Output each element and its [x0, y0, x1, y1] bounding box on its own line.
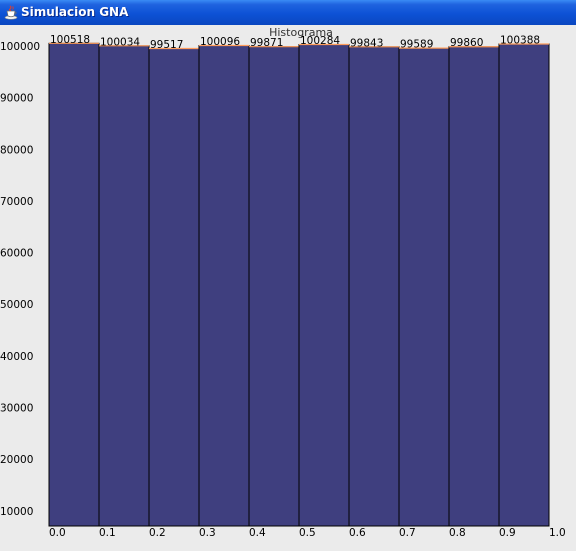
histogram-bar: [348, 46, 400, 527]
java-cup-icon: [4, 5, 18, 20]
x-tick-label: 0.2: [149, 527, 166, 539]
bar-value-label: 99517: [150, 39, 183, 51]
histogram-bar: [48, 42, 100, 527]
bar-value-label: 99843: [350, 37, 383, 49]
bar-value-label: 100034: [100, 36, 140, 48]
histogram-bar: [248, 46, 300, 527]
bar-value-label: 100284: [300, 35, 340, 47]
histogram-bar: [198, 45, 250, 527]
histogram-bar: [498, 43, 550, 527]
histogram-bar: [298, 44, 350, 527]
histogram-bar: [448, 46, 500, 527]
histogram-chart: Histograma 100518 100034 99517 100096 99871 1…: [0, 26, 566, 539]
window-titlebar[interactable]: Simulacion GNA: [0, 0, 576, 25]
x-tick-label: 0.0: [49, 527, 66, 539]
x-tick-label: 1.0: [549, 527, 566, 539]
y-tick-label: 20000: [0, 454, 33, 466]
x-tick-label: 0.4: [249, 527, 266, 539]
y-tick-label: 50000: [0, 299, 33, 311]
y-tick-label: 70000: [0, 196, 33, 208]
chart-title: Histograma: [269, 26, 333, 39]
y-tick-label: 100000: [0, 41, 40, 53]
y-tick-label: 60000: [0, 248, 33, 260]
histogram-bar: [98, 45, 150, 527]
x-tick-label: 0.5: [299, 527, 316, 539]
y-tick-label: 90000: [0, 93, 33, 105]
x-tick-label: 0.8: [449, 527, 466, 539]
x-tick-label: 0.3: [199, 527, 216, 539]
window-title: Simulacion GNA: [21, 5, 129, 19]
bar-value-label: 100518: [50, 34, 90, 46]
y-tick-label: 10000: [0, 506, 33, 518]
bar-value-label: 100388: [500, 34, 540, 46]
y-tick-label: 30000: [0, 403, 33, 415]
x-tick-label: 0.7: [399, 527, 416, 539]
y-tick-label: 40000: [0, 351, 33, 363]
x-tick-label: 0.6: [349, 527, 366, 539]
bar-value-label: 99860: [450, 37, 483, 49]
chart-panel: Histograma 100518 100034 99517 100096 99871 1…: [0, 25, 576, 551]
histogram-bar: [398, 47, 450, 527]
bar-value-label: 99871: [250, 37, 283, 49]
histogram-bar: [148, 47, 200, 527]
bar-value-label: 99589: [400, 39, 433, 51]
y-tick-label: 80000: [0, 144, 33, 156]
x-tick-label: 0.1: [99, 527, 116, 539]
x-tick-label: 0.9: [499, 527, 516, 539]
bar-value-label: 100096: [200, 36, 240, 48]
